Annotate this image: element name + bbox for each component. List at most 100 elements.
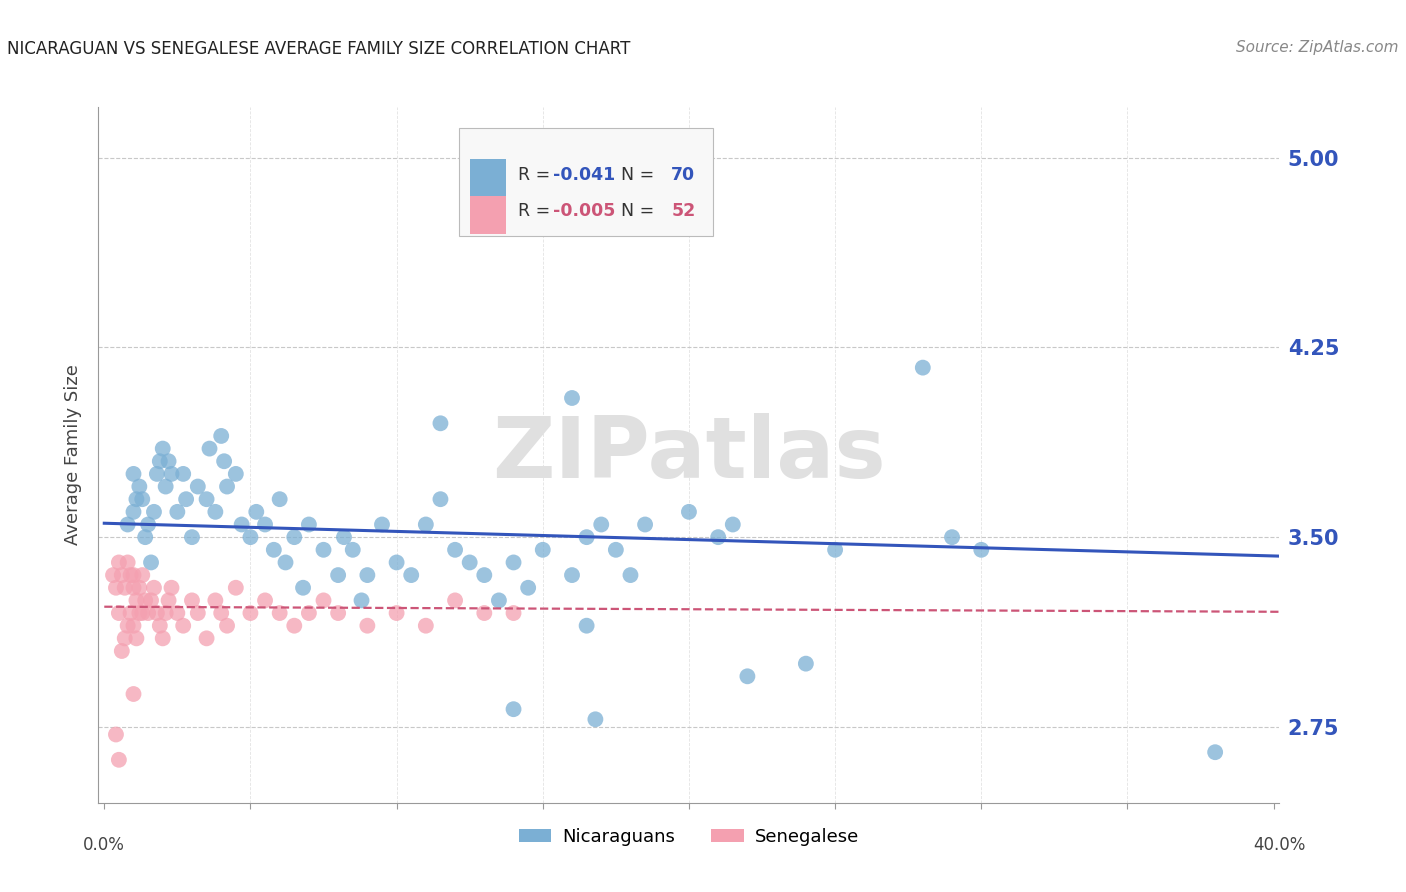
Point <box>429 492 451 507</box>
Point <box>181 530 204 544</box>
Point <box>274 556 297 570</box>
Text: ZIPatlas: ZIPatlas <box>492 413 886 497</box>
Text: -0.005: -0.005 <box>553 202 616 220</box>
Point <box>101 568 124 582</box>
Point <box>204 505 226 519</box>
Point <box>104 581 127 595</box>
Point <box>517 581 540 595</box>
Bar <box>471 159 506 197</box>
Point <box>561 391 583 405</box>
Point <box>125 593 148 607</box>
Point <box>139 593 162 607</box>
Point <box>269 492 291 507</box>
Point <box>155 606 177 620</box>
Point <box>591 517 613 532</box>
Point <box>108 606 131 620</box>
Text: N =: N = <box>610 202 659 220</box>
Point <box>136 517 159 532</box>
Point <box>120 568 142 582</box>
Point <box>678 505 700 519</box>
Point <box>254 517 277 532</box>
Point <box>531 542 554 557</box>
Point <box>131 492 153 507</box>
Point <box>458 556 481 570</box>
Point <box>794 657 817 671</box>
Point <box>212 454 235 468</box>
Point <box>312 542 335 557</box>
Point <box>122 505 145 519</box>
Point <box>356 618 378 632</box>
Point <box>157 454 180 468</box>
Point <box>120 606 142 620</box>
Point <box>160 467 183 481</box>
Point <box>181 593 204 607</box>
Point <box>941 530 963 544</box>
Point <box>209 606 232 620</box>
Point <box>131 606 153 620</box>
Point <box>215 618 238 632</box>
Point <box>195 632 218 646</box>
Point <box>263 542 285 557</box>
Point <box>502 556 524 570</box>
Point <box>225 581 247 595</box>
Point <box>472 606 495 620</box>
Point <box>166 606 188 620</box>
Point <box>583 712 606 726</box>
Point <box>312 593 335 607</box>
Point <box>269 606 291 620</box>
Point <box>134 593 156 607</box>
Point <box>166 505 188 519</box>
Point <box>385 606 408 620</box>
Point <box>970 542 993 557</box>
Point <box>146 467 169 481</box>
Point <box>122 687 145 701</box>
Point <box>824 542 846 557</box>
Point <box>128 581 150 595</box>
Point <box>209 429 232 443</box>
Point <box>128 479 150 493</box>
Point <box>283 530 305 544</box>
Point <box>146 606 169 620</box>
Point <box>488 593 510 607</box>
Text: R =: R = <box>517 202 555 220</box>
Point <box>721 517 744 532</box>
Point <box>245 505 267 519</box>
Point <box>429 417 451 431</box>
Point <box>911 360 934 375</box>
Point <box>707 530 730 544</box>
Point <box>114 632 136 646</box>
Point <box>104 727 127 741</box>
Point <box>149 454 172 468</box>
Point <box>215 479 238 493</box>
Point <box>231 517 253 532</box>
Point <box>298 517 321 532</box>
Point <box>172 618 194 632</box>
Point <box>143 505 166 519</box>
Point <box>114 581 136 595</box>
Point <box>136 606 159 620</box>
Point <box>131 568 153 582</box>
Point <box>204 593 226 607</box>
Point <box>333 530 356 544</box>
Point <box>155 479 177 493</box>
Point <box>111 568 134 582</box>
Point <box>134 530 156 544</box>
Point <box>149 618 172 632</box>
Point <box>298 606 321 620</box>
Point <box>122 568 145 582</box>
Point <box>399 568 422 582</box>
Point <box>444 593 467 607</box>
Point <box>117 517 139 532</box>
Point <box>605 542 627 557</box>
Point <box>152 442 174 456</box>
Point <box>356 568 378 582</box>
Point <box>172 467 194 481</box>
Point <box>122 618 145 632</box>
Point <box>157 593 180 607</box>
Point <box>326 606 349 620</box>
Point <box>444 542 467 557</box>
Point <box>122 581 145 595</box>
Point <box>225 467 247 481</box>
Point <box>1204 745 1226 759</box>
Text: 0.0%: 0.0% <box>83 836 125 854</box>
